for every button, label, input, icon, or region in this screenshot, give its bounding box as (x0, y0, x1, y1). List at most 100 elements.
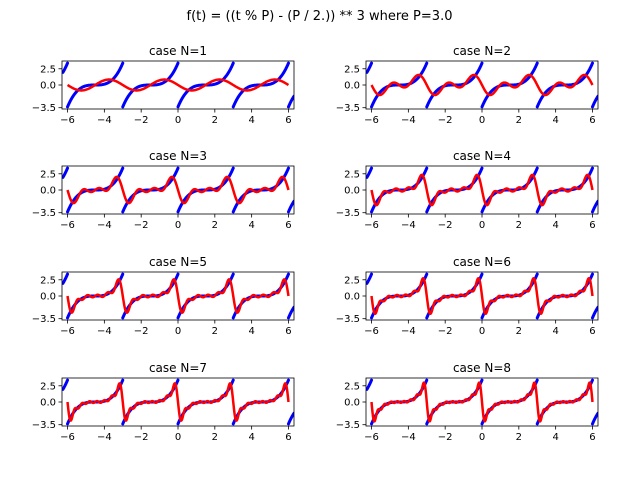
y-tick-label: −3.5 (32, 420, 56, 431)
x-tick-label: −6 (60, 326, 75, 337)
y-tick-label: 2.5 (40, 169, 56, 180)
x-tick-label: 6 (589, 115, 595, 126)
plot-area (366, 272, 598, 320)
y-tick-label: 0.0 (40, 186, 56, 197)
y-tick-label: −3.5 (336, 314, 360, 325)
x-tick-label: 4 (248, 115, 254, 126)
x-tick-label: 6 (285, 220, 291, 231)
x-tick-label: 0 (479, 432, 485, 443)
y-tick-label: −3.5 (32, 314, 56, 325)
x-tick-label: 6 (589, 326, 595, 337)
x-tick-label: 0 (479, 326, 485, 337)
y-tick-label: 0.0 (344, 292, 360, 303)
x-tick-label: 4 (248, 220, 254, 231)
x-tick-label: −2 (438, 432, 453, 443)
x-tick-label: −6 (364, 432, 379, 443)
x-tick-label: 2 (516, 326, 522, 337)
y-tick-label: 0.0 (40, 292, 56, 303)
subplot-title: case N=5 (149, 255, 207, 269)
figure-title: f(t) = ((t % P) - (P / 2.)) ** 3 where P… (187, 9, 453, 24)
plot-area (62, 272, 294, 320)
x-tick-label: −6 (364, 220, 379, 231)
subplot-8: case N=8 −6 −4 −2 0 2 4 6 −3.5 0.0 2.5 (336, 361, 599, 443)
y-tick-label: 0.0 (344, 398, 360, 409)
y-tick-label: 0.0 (40, 81, 56, 92)
x-tick-label: −6 (60, 115, 75, 126)
x-tick-label: −4 (97, 220, 112, 231)
x-tick-label: 0 (479, 115, 485, 126)
subplot-5: case N=5 −6 −4 −2 0 2 4 6 −3.5 0.0 2.5 (32, 255, 295, 337)
subplot-title: case N=8 (453, 361, 511, 375)
x-tick-label: 4 (248, 432, 254, 443)
x-tick-label: 6 (589, 220, 595, 231)
x-tick-label: 4 (552, 220, 558, 231)
x-tick-label: −2 (438, 115, 453, 126)
subplot-2: case N=2 −6 −4 −2 0 2 4 6 −3.5 0.0 2.5 (336, 44, 599, 126)
x-tick-label: −4 (401, 115, 416, 126)
x-tick-label: −2 (134, 326, 149, 337)
plot-area (366, 61, 598, 109)
x-tick-label: 4 (552, 326, 558, 337)
x-tick-label: 6 (285, 326, 291, 337)
x-tick-label: 0 (175, 220, 181, 231)
plot-area (366, 166, 598, 214)
x-tick-label: −6 (60, 432, 75, 443)
x-tick-label: −4 (401, 432, 416, 443)
plot-area (62, 378, 294, 426)
x-tick-label: 0 (175, 115, 181, 126)
subplot-7: case N=7 −6 −4 −2 0 2 4 6 −3.5 0.0 2.5 (32, 361, 295, 443)
x-tick-label: −2 (134, 115, 149, 126)
y-tick-label: 2.5 (344, 169, 360, 180)
subplot-3: case N=3 −6 −4 −2 0 2 4 6 −3.5 0.0 2.5 (32, 149, 295, 231)
x-tick-label: −4 (97, 115, 112, 126)
x-tick-label: 2 (516, 115, 522, 126)
x-tick-label: 6 (285, 432, 291, 443)
plot-area (366, 378, 598, 426)
y-tick-label: −3.5 (336, 103, 360, 114)
x-tick-label: −2 (134, 432, 149, 443)
x-tick-label: 6 (589, 432, 595, 443)
subplot-title: case N=7 (149, 361, 207, 375)
x-tick-label: 4 (248, 326, 254, 337)
x-tick-label: −4 (401, 220, 416, 231)
approximation-series-line (66, 278, 290, 314)
y-tick-label: −3.5 (32, 103, 56, 114)
subplot-grid: case N=1 −6 −4 −2 0 2 4 6 −3.5 0.0 2.5 case N=2 −6 −4… (32, 44, 599, 443)
x-tick-label: 4 (552, 115, 558, 126)
x-tick-label: 6 (285, 115, 291, 126)
x-tick-label: −6 (364, 115, 379, 126)
subplot-title: case N=4 (453, 149, 511, 163)
subplot-title: case N=6 (453, 255, 511, 269)
plot-area (62, 166, 294, 214)
x-tick-label: 0 (479, 220, 485, 231)
x-tick-label: 2 (516, 220, 522, 231)
approximation-series-line (370, 73, 594, 97)
subplot-1: case N=1 −6 −4 −2 0 2 4 6 −3.5 0.0 2.5 (32, 44, 295, 126)
y-tick-label: 0.0 (40, 398, 56, 409)
y-tick-label: −3.5 (336, 420, 360, 431)
x-tick-label: 2 (212, 220, 218, 231)
x-tick-label: −6 (364, 326, 379, 337)
y-tick-label: 2.5 (40, 275, 56, 286)
x-tick-label: 2 (212, 115, 218, 126)
x-tick-label: 2 (212, 432, 218, 443)
subplot-title: case N=1 (149, 44, 207, 58)
x-tick-label: 4 (552, 432, 558, 443)
approximation-series-line (66, 175, 290, 205)
x-tick-label: −4 (401, 326, 416, 337)
approximation-series-line (370, 173, 594, 207)
approximation-series-line (66, 78, 290, 92)
plot-area (62, 61, 294, 109)
y-tick-label: −3.5 (336, 208, 360, 219)
x-tick-label: −6 (60, 220, 75, 231)
x-tick-label: 0 (175, 326, 181, 337)
x-tick-label: −2 (438, 220, 453, 231)
x-tick-label: −4 (97, 326, 112, 337)
x-tick-label: 2 (516, 432, 522, 443)
y-tick-label: −3.5 (32, 208, 56, 219)
x-tick-label: −2 (438, 326, 453, 337)
y-tick-label: 2.5 (344, 64, 360, 75)
y-tick-label: 2.5 (40, 381, 56, 392)
approximation-series-line (370, 276, 594, 316)
